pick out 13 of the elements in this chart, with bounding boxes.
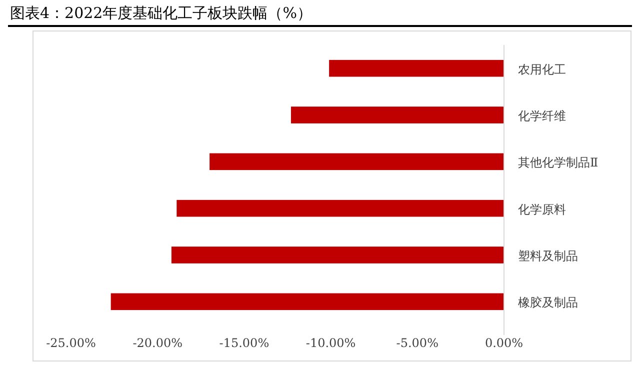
x-tick-label: -25.00% <box>46 336 96 350</box>
y-tick-label: 农用化工 <box>518 62 566 76</box>
x-tick-label: -15.00% <box>219 336 270 350</box>
y-tick-label: 化学纤维 <box>518 109 566 123</box>
chart-title: 图表4：2022年度基础化工子板块跌幅（%） <box>10 4 312 22</box>
x-tick-label: -10.00% <box>306 336 356 350</box>
x-tick-label: -20.00% <box>132 336 183 350</box>
y-tick-label: 塑料及制品 <box>518 249 578 263</box>
y-tick-label: 其他化学制品Ⅱ <box>518 156 598 170</box>
y-tick-label: 化学原料 <box>518 202 566 216</box>
y-tick-label: 橡胶及制品 <box>518 296 578 310</box>
x-tick-label: 0.00% <box>484 336 524 350</box>
x-tick-label: -5.00% <box>396 336 438 350</box>
